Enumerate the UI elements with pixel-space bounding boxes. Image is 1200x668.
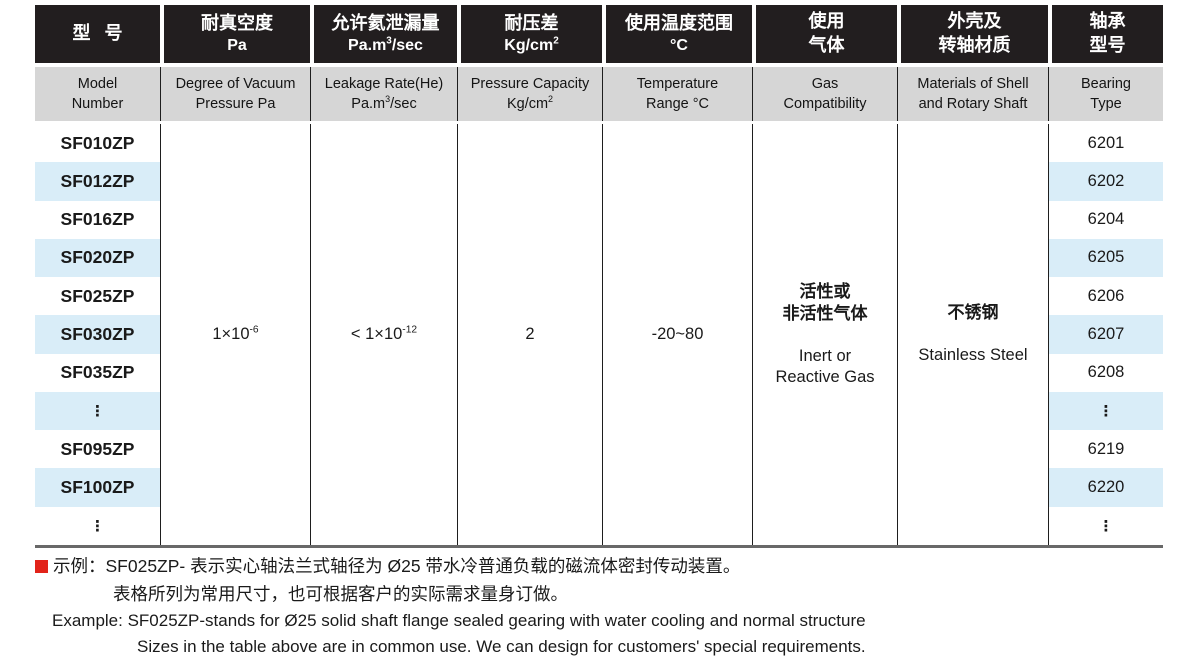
model-cell: SF035ZP	[60, 362, 135, 383]
note-line-sizes-en: Sizes in the table above are in common u…	[137, 637, 866, 656]
header-line: Degree of Vacuum	[175, 75, 296, 92]
temperature-value: -20~80	[651, 325, 704, 343]
model-cell: SF100ZP	[35, 468, 160, 507]
header-unit: Pa.m3/sec	[348, 35, 423, 55]
vacuum-value: 1×10-6	[212, 324, 259, 343]
note-line-example-en: Example: SF025ZP-stands for Ø25 solid sh…	[52, 611, 866, 630]
header-vacuum-en: Degree of Vacuum Pressure Pa	[160, 67, 310, 121]
header-line: 转轴材质	[938, 35, 1011, 55]
leakage-value-cell: < 1×10-12	[310, 124, 457, 545]
table-body: SF010ZP SF012ZP SF016ZP SF020ZP SF025ZP …	[35, 124, 1163, 548]
gas-en-line: Inert or	[798, 346, 852, 365]
bearing-cell: 6205	[1048, 238, 1163, 278]
header-vacuum-zh: 耐真空度 Pa	[160, 5, 310, 63]
header-line: 轴承	[1089, 11, 1126, 32]
header-line: Leakage Rate(He)	[324, 75, 444, 92]
header-model-en: Model Number	[35, 67, 160, 121]
bearing-cell: 6220	[1048, 468, 1163, 507]
gas-zh-line: 活性或	[799, 281, 851, 301]
header-gas-en: Gas Compatibility	[752, 67, 897, 121]
bearing-cell: 6202	[1048, 162, 1163, 201]
header-unit: °C	[670, 37, 688, 55]
bearing-cell: 6207	[1048, 315, 1163, 354]
header-line: Number	[71, 96, 124, 112]
header-pressure-zh: 耐压差 Kg/cm2	[457, 5, 602, 63]
header-line: Bearing	[1081, 75, 1131, 92]
leakage-value: < 1×10-12	[350, 324, 418, 343]
table-header-chinese: 型 号 耐真空度 Pa 允许氦泄漏量 Pa.m3/sec 耐压差 Kg/cm2 …	[35, 5, 1163, 63]
header-line: 气体	[808, 35, 845, 55]
header-materials-zh: 外壳及 转轴材质	[897, 5, 1048, 63]
materials-value-cell: 不锈钢 Stainless Steel	[897, 124, 1048, 545]
note-text: 示例：SF025ZP- 表示实心轴法兰式轴径为 Ø25 带水冷普通负载的磁流体密…	[53, 556, 741, 576]
model-cell: SF025ZP	[60, 285, 135, 306]
header-line: 使用	[808, 11, 845, 32]
header-unit: Kg/cm2	[504, 35, 559, 55]
header-line: 耐压差	[504, 12, 559, 33]
materials-zh-line: 不锈钢	[947, 303, 999, 323]
model-cell: SF020ZP	[35, 238, 160, 278]
bearing-cell: 6201	[1048, 124, 1163, 163]
header-bearing-zh: 轴承 型号	[1048, 5, 1163, 63]
header-temperature-zh: 使用温度范围 °C	[602, 5, 752, 63]
header-line: Materials of Shell	[917, 75, 1029, 92]
header-line: Type	[1090, 96, 1122, 112]
header-gas-zh: 使用 气体	[752, 5, 897, 63]
header-unit: Pa	[227, 37, 247, 55]
bearing-cell: 6208	[1048, 353, 1163, 392]
header-line: Temperature	[636, 75, 719, 92]
note-line-sizes-zh: 表格所列为常用尺寸，也可根据客户的实际需求量身订做。	[113, 584, 568, 604]
header-materials-en: Materials of Shell and Rotary Shaft	[897, 67, 1048, 121]
model-cell: SF030ZP	[35, 315, 160, 354]
header-line: Pressure Pa	[195, 96, 276, 112]
pressure-value-cell: 2	[457, 124, 602, 545]
table-header-english: Model Number Degree of Vacuum Pressure P…	[35, 67, 1163, 121]
temperature-value-cell: -20~80	[602, 124, 752, 545]
ellipsis-cell: ⋮	[1048, 391, 1163, 431]
pressure-value: 2	[525, 325, 535, 343]
bearing-cell: 6206	[1048, 277, 1163, 316]
model-cell: SF016ZP	[60, 209, 135, 230]
note-line-example-zh: 示例：SF025ZP- 表示实心轴法兰式轴径为 Ø25 带水冷普通负载的磁流体密…	[35, 552, 1175, 580]
model-cell: SF010ZP	[60, 132, 135, 153]
ellipsis-cell: ⋮	[90, 516, 105, 535]
gas-value-cell: 活性或 非活性气体 Inert or Reactive Gas	[752, 124, 897, 545]
header-line: Pressure Capacity	[470, 75, 590, 92]
header-line: 型号	[1089, 35, 1126, 55]
ellipsis-cell: ⋮	[35, 391, 160, 431]
bearing-cell: 6219	[1048, 430, 1163, 469]
header-leakage-zh: 允许氦泄漏量 Pa.m3/sec	[310, 5, 457, 63]
header-line: Model	[77, 75, 118, 92]
header-line: and Rotary Shaft	[918, 96, 1028, 112]
ellipsis-cell: ⋮	[1048, 506, 1163, 545]
header-line: 耐真空度	[201, 12, 273, 33]
header-bearing-en: Bearing Type	[1048, 67, 1163, 121]
notes: 示例：SF025ZP- 表示实心轴法兰式轴径为 Ø25 带水冷普通负载的磁流体密…	[35, 552, 1175, 660]
vacuum-value-cell: 1×10-6	[160, 124, 310, 545]
header-leakage-en: Leakage Rate(He) Pa.m3/sec	[310, 67, 457, 121]
header-line: Compatibility	[783, 96, 867, 112]
model-cell: SF095ZP	[60, 438, 135, 459]
header-line: 允许氦泄漏量	[331, 12, 440, 33]
header-model-zh: 型 号	[35, 5, 160, 63]
header-line: Gas	[811, 75, 839, 92]
bearing-cell: 6204	[1048, 200, 1163, 239]
gas-zh-line: 非活性气体	[782, 303, 868, 323]
header-temperature-en: Temperature Range °C	[602, 67, 752, 121]
header-line: Pa.m3/sec	[351, 94, 417, 112]
spec-table: 型 号 耐真空度 Pa 允许氦泄漏量 Pa.m3/sec 耐压差 Kg/cm2 …	[35, 5, 1163, 548]
header-line: 型 号	[72, 23, 123, 44]
header-line: 外壳及	[947, 11, 1002, 32]
header-line: Kg/cm2	[506, 94, 554, 112]
gas-en-line: Reactive Gas	[775, 368, 875, 387]
red-square-bullet	[35, 560, 48, 573]
header-line: Range °C	[645, 96, 710, 112]
model-cell: SF012ZP	[35, 162, 160, 201]
header-line: 使用温度范围	[625, 12, 733, 33]
materials-en-line: Stainless Steel	[918, 346, 1028, 365]
header-pressure-en: Pressure Capacity Kg/cm2	[457, 67, 602, 121]
